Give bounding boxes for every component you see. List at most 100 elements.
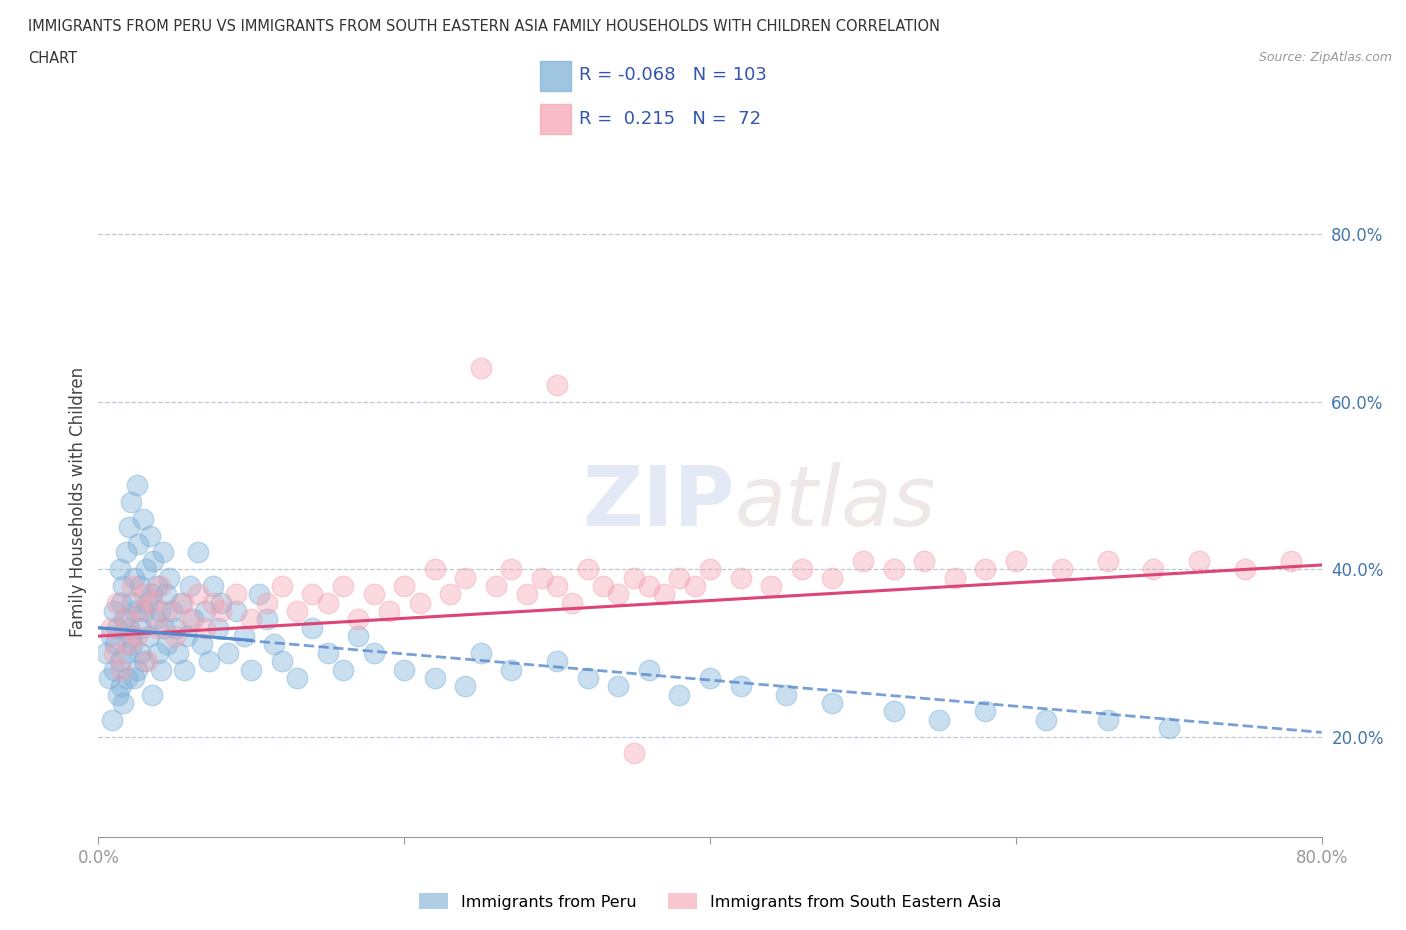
Point	[105, 595, 128, 610]
Point	[111, 696, 134, 711]
Point	[623, 570, 645, 585]
Point	[883, 562, 905, 577]
Point	[637, 578, 661, 593]
Point	[163, 620, 186, 635]
Point	[122, 570, 145, 585]
Text: atlas: atlas	[734, 461, 936, 543]
Text: R =  0.215   N =  72: R = 0.215 N = 72	[579, 110, 762, 128]
Point	[120, 629, 142, 644]
Point	[207, 620, 229, 635]
Point	[821, 696, 844, 711]
Point	[120, 495, 142, 510]
Point	[100, 629, 122, 644]
Point	[408, 595, 430, 610]
Point	[974, 562, 997, 577]
Point	[699, 671, 721, 685]
Point	[546, 654, 568, 669]
Point	[138, 629, 160, 644]
Point	[247, 587, 270, 602]
Point	[145, 620, 167, 635]
Point	[530, 570, 553, 585]
Point	[332, 662, 354, 677]
Point	[104, 637, 127, 652]
Point	[1097, 553, 1119, 568]
Point	[240, 612, 263, 627]
Point	[194, 620, 217, 635]
Point	[150, 662, 173, 677]
Point	[167, 645, 190, 660]
Point	[122, 671, 145, 685]
Point	[347, 612, 370, 627]
Point	[105, 620, 128, 635]
Point	[1097, 712, 1119, 727]
Point	[501, 662, 523, 677]
Point	[470, 645, 492, 660]
Point	[145, 578, 167, 593]
Point	[117, 671, 139, 685]
Point	[128, 645, 150, 660]
Point	[136, 595, 159, 610]
Point	[142, 553, 165, 568]
Point	[202, 595, 225, 610]
Point	[561, 595, 583, 610]
Point	[821, 570, 844, 585]
Point	[155, 587, 177, 602]
Text: IMMIGRANTS FROM PERU VS IMMIGRANTS FROM SOUTH EASTERN ASIA FAMILY HOUSEHOLDS WIT: IMMIGRANTS FROM PERU VS IMMIGRANTS FROM …	[28, 19, 941, 33]
Point	[115, 612, 138, 627]
Point	[134, 654, 156, 669]
Point	[149, 604, 172, 618]
Point	[179, 578, 201, 593]
Point	[118, 620, 141, 635]
Point	[100, 620, 122, 635]
Point	[668, 687, 690, 702]
Point	[118, 637, 141, 652]
Point	[546, 378, 568, 392]
Point	[1004, 553, 1026, 568]
Point	[285, 604, 308, 618]
Point	[301, 587, 323, 602]
Point	[454, 679, 477, 694]
Point	[98, 671, 121, 685]
Point	[1234, 562, 1257, 577]
Point	[256, 612, 278, 627]
Point	[730, 570, 752, 585]
Point	[637, 662, 661, 677]
Point	[546, 578, 568, 593]
Point	[191, 637, 214, 652]
Point	[124, 604, 146, 618]
Point	[347, 629, 370, 644]
Point	[173, 662, 195, 677]
Point	[136, 654, 159, 669]
Point	[439, 587, 461, 602]
Point	[163, 629, 186, 644]
Point	[285, 671, 308, 685]
Text: R = -0.068   N = 103: R = -0.068 N = 103	[579, 66, 768, 85]
Point	[225, 587, 247, 602]
Point	[128, 578, 150, 593]
Point	[332, 578, 354, 593]
Point	[316, 645, 339, 660]
Point	[187, 587, 209, 602]
Point	[270, 654, 292, 669]
Point	[125, 662, 148, 677]
Point	[121, 637, 143, 652]
Point	[110, 662, 132, 677]
Point	[103, 662, 125, 677]
Point	[194, 604, 217, 618]
Point	[139, 528, 162, 543]
Point	[209, 595, 232, 610]
Point	[125, 629, 148, 644]
Point	[129, 620, 152, 635]
Point	[454, 570, 477, 585]
Point	[699, 562, 721, 577]
Point	[928, 712, 950, 727]
Point	[852, 553, 875, 568]
Point	[576, 562, 599, 577]
Point	[516, 587, 538, 602]
Point	[730, 679, 752, 694]
Point	[240, 662, 263, 677]
Point	[146, 645, 169, 660]
Point	[668, 570, 690, 585]
Point	[943, 570, 966, 585]
Point	[170, 595, 193, 610]
